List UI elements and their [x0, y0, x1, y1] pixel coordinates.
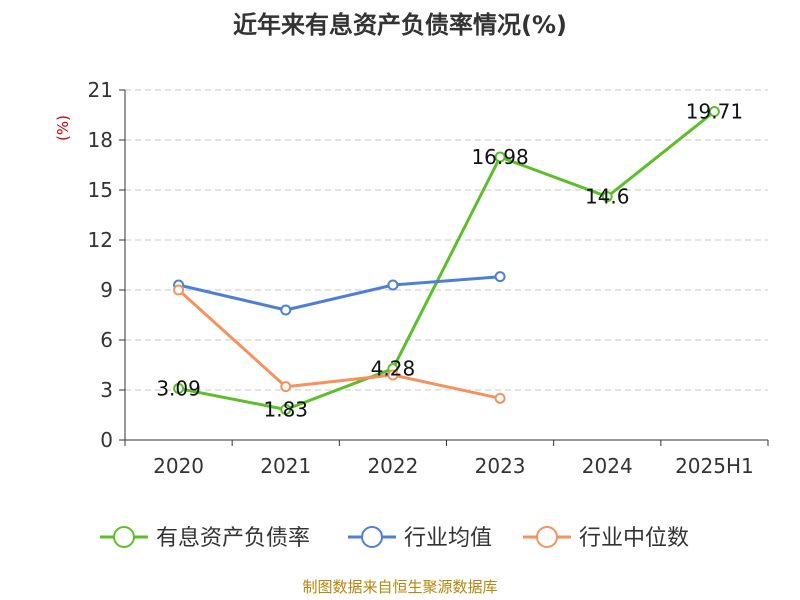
- x-tick-label: 2024: [582, 454, 633, 478]
- data-source-note: 制图数据来自恒生聚源数据库: [302, 578, 497, 596]
- data-point[interactable]: [387, 369, 399, 381]
- data-label: 3.09: [156, 377, 201, 401]
- data-point[interactable]: [494, 271, 506, 283]
- axes: 0 3 6 9 12 15 18 21 2020 2021 2022 2023 2024 2025H1: [88, 78, 769, 478]
- legend[interactable]: 有息资产负债率 行业均值 行业中位数: [100, 526, 689, 551]
- legend-label: 行业中位数: [579, 526, 689, 551]
- x-tick-label: 2021: [260, 454, 311, 478]
- y-tick-label: 9: [100, 278, 113, 302]
- data-point[interactable]: [601, 191, 613, 203]
- legend-label: 行业均值: [404, 526, 492, 551]
- data-point[interactable]: [387, 279, 399, 291]
- data-label: 4.28: [371, 357, 416, 381]
- legend-circle-marker: [361, 526, 383, 548]
- data-point[interactable]: [494, 151, 506, 163]
- y-tick-label: 18: [88, 128, 113, 152]
- data-point[interactable]: [708, 106, 720, 117]
- x-tick-label: 2023: [475, 454, 526, 478]
- y-tick-label: 3: [100, 378, 113, 402]
- y-tick-label: 12: [88, 228, 113, 252]
- chart-title: 近年来有息资产负债率情况(%): [233, 11, 567, 39]
- data-label: 19.71: [686, 100, 743, 124]
- legend-item-1[interactable]: 行业均值: [348, 526, 492, 551]
- data-point[interactable]: [173, 284, 185, 296]
- data-point[interactable]: [280, 404, 292, 415]
- y-tick-label: 15: [88, 178, 113, 202]
- data-label: 1.83: [263, 398, 308, 422]
- legend-item-0[interactable]: 有息资产负债率: [100, 526, 310, 551]
- data-point[interactable]: [494, 392, 506, 404]
- x-tick-label: 2020: [153, 454, 204, 478]
- series-line-1: [178, 275, 501, 312]
- data-point[interactable]: [280, 304, 292, 316]
- series-lines: [173, 106, 720, 415]
- y-tick-label: 21: [88, 78, 113, 102]
- y-tick-label: 0: [100, 428, 113, 452]
- series-line-0: [178, 110, 716, 411]
- legend-circle-marker: [536, 526, 558, 548]
- data-point[interactable]: [173, 383, 185, 394]
- data-labels: 3.09 1.83 4.28 16.98 14.6 19.71: [156, 100, 743, 422]
- y-axis-unit-label: (%): [54, 115, 72, 141]
- series-line-2: [177, 288, 501, 400]
- x-tick-label: 2022: [367, 454, 418, 478]
- legend-item-2[interactable]: 行业中位数: [523, 526, 689, 551]
- data-point[interactable]: [280, 381, 292, 393]
- data-label: 16.98: [471, 145, 528, 169]
- legend-circle-marker: [113, 526, 135, 548]
- y-tick-label: 6: [100, 328, 113, 352]
- grid-lines: [125, 89, 768, 391]
- data-label: 14.6: [585, 185, 630, 209]
- x-tick-label: 2025H1: [675, 454, 754, 478]
- legend-label: 有息资产负债率: [156, 526, 310, 551]
